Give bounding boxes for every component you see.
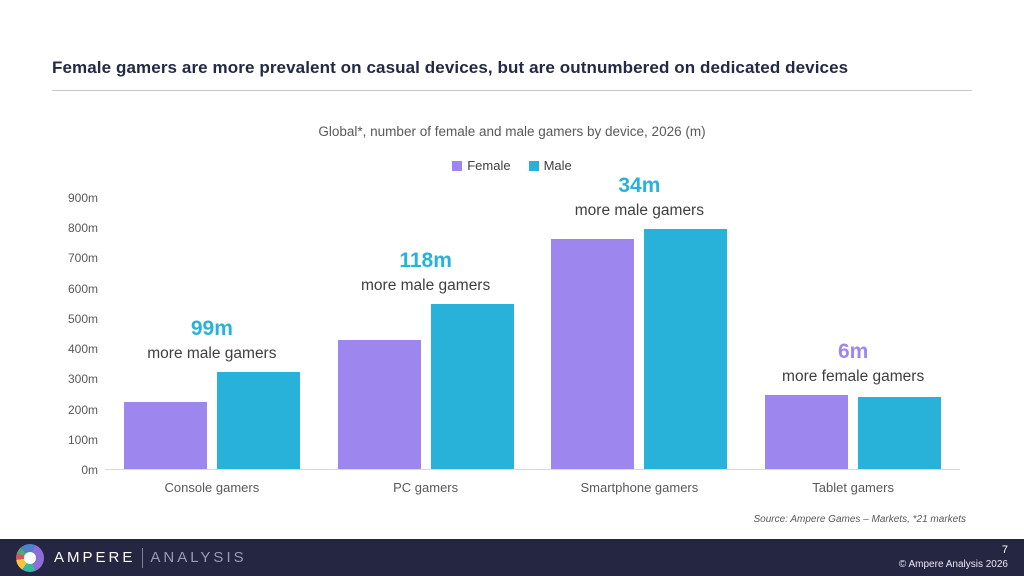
annotation: 34m more male gamers	[575, 173, 704, 222]
bar-female	[123, 402, 207, 470]
category-label: Console gamers	[164, 480, 260, 495]
bar-group: 99m more male gamers Console gamers	[123, 198, 300, 495]
bar-male	[216, 372, 300, 470]
legend-item-male: Male	[528, 158, 572, 173]
category-label: Tablet gamers	[812, 480, 894, 495]
y-tick-label: 800m	[67, 221, 98, 236]
y-tick-label: 500m	[67, 311, 98, 326]
annotation-text: more male gamers	[574, 201, 704, 219]
annotation-text: more male gamers	[361, 277, 491, 295]
y-axis: 0m 100m 200m 300m 400m 500m 600m 700m 800m 900m	[40, 191, 98, 477]
x-axis-line	[105, 469, 960, 470]
footer-right: 7 © Ampere Analysis 2026	[899, 542, 1008, 571]
annotation-headline: 34m	[618, 173, 661, 197]
source-note: Source: Ampere Games – Markets, *21 mark…	[753, 514, 967, 525]
title-divider	[52, 90, 972, 91]
y-tick-label: 300m	[67, 372, 98, 387]
y-tick-label: 600m	[67, 281, 98, 296]
bar-female	[337, 340, 421, 470]
category-label: PC gamers	[393, 480, 459, 495]
female-swatch	[452, 160, 463, 171]
bar-female	[551, 238, 635, 470]
brand-secondary: ANALYSIS	[150, 549, 247, 566]
legend-male-label: Male	[543, 158, 572, 173]
male-swatch	[528, 160, 539, 171]
bar-male	[644, 228, 728, 470]
brand-wordmark: AMPERE ANALYSIS	[54, 547, 247, 568]
annotation-text: more female gamers	[782, 368, 925, 386]
y-tick-label: 700m	[67, 251, 98, 266]
annotation: 118m more male gamers	[361, 248, 490, 297]
page-number: 7	[1001, 544, 1008, 556]
brand-divider	[142, 547, 144, 568]
y-tick-label: 900m	[67, 191, 98, 205]
annotation: 6m more female gamers	[782, 339, 924, 388]
y-tick-label: 0m	[81, 463, 98, 477]
bar-group: 118m more male gamers PC gamers	[337, 198, 514, 495]
bar-male	[858, 396, 942, 470]
legend-item-female: Female	[452, 158, 511, 173]
ampere-logo-icon	[16, 543, 44, 572]
copyright: © Ampere Analysis 2026	[898, 559, 1008, 570]
bar-groups: 99m more male gamers Console gamers 118m mor…	[105, 174, 960, 495]
bar-male	[430, 304, 514, 470]
annotation-headline: 99m	[190, 317, 233, 341]
page-title: Female gamers are more prevalent on casu…	[52, 58, 849, 77]
annotation-headline: 118m	[399, 249, 452, 273]
category-label: Smartphone gamers	[580, 480, 699, 495]
annotation-headline: 6m	[837, 340, 869, 364]
annotation-text: more male gamers	[147, 345, 277, 363]
bar-group: 34m more male gamers Smartphone gamers	[551, 174, 728, 495]
y-tick-label: 100m	[67, 432, 98, 447]
bar-female	[765, 395, 849, 470]
y-tick-label: 200m	[67, 402, 98, 417]
chart-legend: Female Male	[0, 158, 1024, 173]
chart-subtitle: Global*, number of female and male gamer…	[318, 124, 706, 139]
y-tick-label: 400m	[67, 342, 98, 357]
bar-group: 6m more female gamers Tablet gamers	[765, 198, 942, 495]
annotation: 99m more male gamers	[147, 316, 276, 365]
footer-bar: AMPERE ANALYSIS 7 © Ampere Analysis 2026	[0, 539, 1024, 576]
legend-female-label: Female	[467, 158, 511, 173]
plot-area: 99m more male gamers Console gamers 118m mor…	[105, 174, 960, 495]
brand-primary: AMPERE	[54, 549, 136, 566]
